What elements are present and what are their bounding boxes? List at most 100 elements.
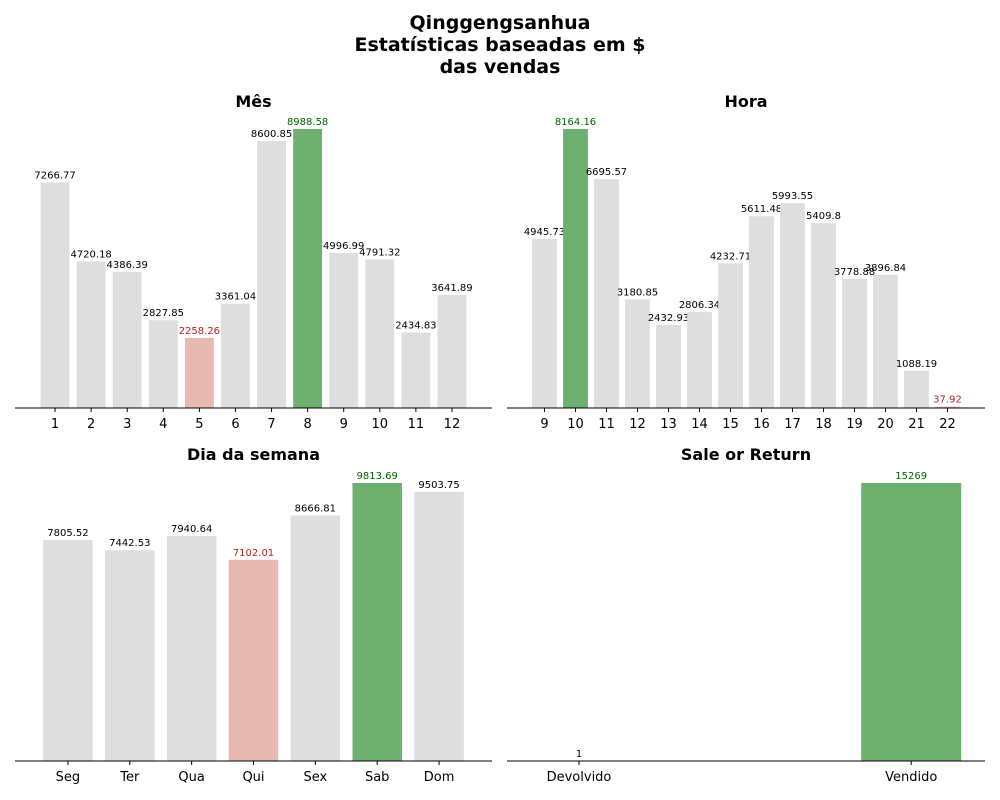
data-label-mes-1: 7266.77	[34, 170, 75, 181]
bar-dia-Qua	[166, 536, 217, 761]
bar-dia-Dom	[414, 491, 464, 761]
tick-label-mes-10: 10	[372, 417, 389, 432]
data-label-dia-Sab: 9813.69	[357, 471, 398, 482]
tick-label-dia-Dom: Dom	[424, 770, 455, 785]
bar-mes-12	[437, 294, 467, 408]
data-label-dia-Seg: 7805.52	[47, 528, 88, 539]
bar-hora-16	[749, 216, 774, 408]
data-label-dia-Ter: 7442.53	[109, 538, 150, 549]
bar-hora-19	[842, 278, 867, 408]
tick-label-hora-15: 15	[722, 417, 739, 432]
tick-label-dia-Seg: Seg	[56, 770, 81, 785]
bar-mes-10	[365, 259, 395, 408]
tick-label-dia-Ter: Ter	[119, 770, 140, 785]
data-label-hora-12: 3180.85	[617, 287, 658, 298]
tick-label-mes-4: 4	[159, 417, 167, 432]
tick-label-hora-16: 16	[753, 417, 770, 432]
data-label-dia-Qua: 7940.64	[171, 524, 212, 535]
data-label-hora-10: 8164.16	[555, 117, 596, 128]
bar-dia-Qui	[228, 559, 279, 761]
data-label-sale-Vendido: 15269	[895, 471, 927, 482]
bar-mes-4	[148, 320, 178, 408]
data-label-mes-4: 2827.85	[143, 308, 184, 319]
tick-label-hora-22: 22	[939, 417, 956, 432]
data-label-hora-13: 2432.93	[648, 313, 689, 324]
data-label-mes-7: 8600.85	[251, 129, 292, 140]
data-label-dia-Qui: 7102.01	[233, 548, 274, 559]
data-label-hora-17: 5993.55	[772, 191, 813, 202]
data-label-mes-2: 4720.18	[70, 249, 111, 260]
data-label-dia-Dom: 9503.75	[418, 480, 459, 491]
figure-title-line-1: Qinggengsanhua	[409, 12, 591, 34]
bar-dia-Sab	[352, 483, 402, 761]
chart-title-dia: Dia da semana	[187, 445, 320, 464]
bar-hora-13	[656, 324, 681, 408]
tick-label-mes-11: 11	[408, 417, 425, 432]
tick-label-mes-8: 8	[303, 417, 311, 432]
tick-label-hora-18: 18	[815, 417, 832, 432]
chart-title-hora: Hora	[724, 92, 767, 111]
chart-title-mes: Mês	[235, 92, 271, 111]
data-label-hora-20: 3896.84	[865, 263, 906, 274]
data-label-hora-15: 4232.71	[710, 251, 751, 262]
data-label-hora-19: 3778.88	[834, 267, 875, 278]
data-label-hora-14: 2806.34	[679, 300, 720, 311]
data-label-hora-16: 5611.48	[741, 204, 782, 215]
tick-label-hora-14: 14	[691, 417, 708, 432]
data-label-mes-10: 4791.32	[359, 247, 400, 258]
figure-title-line-3: das vendas	[439, 56, 561, 78]
tick-label-dia-Qua: Qua	[178, 770, 204, 785]
bar-hora-9	[532, 238, 557, 408]
tick-label-hora-9: 9	[540, 417, 548, 432]
tick-label-hora-17: 17	[784, 417, 801, 432]
bar-mes-1	[40, 182, 70, 408]
bar-hora-18	[811, 223, 836, 408]
tick-label-hora-13: 13	[660, 417, 677, 432]
bar-mes-11	[401, 332, 431, 408]
bar-hora-14	[687, 312, 712, 408]
data-label-mes-9: 4996.99	[323, 241, 364, 252]
bar-hora-12	[625, 299, 650, 408]
bar-mes-7	[257, 141, 286, 408]
bar-mes-8	[293, 129, 323, 408]
tick-label-mes-12: 12	[444, 417, 461, 432]
data-label-dia-Sex: 8666.81	[295, 503, 336, 514]
data-label-hora-21: 1088.19	[896, 359, 937, 370]
bar-mes-3	[112, 271, 142, 408]
tick-label-mes-6: 6	[231, 417, 239, 432]
tick-label-hora-21: 21	[908, 417, 925, 432]
tick-label-dia-Sex: Sex	[303, 770, 327, 785]
chart-title-sale: Sale or Return	[681, 445, 811, 464]
bar-sale-Vendido	[861, 483, 962, 761]
bar-hora-22	[935, 406, 960, 408]
tick-label-hora-20: 20	[877, 417, 894, 432]
data-label-hora-22: 37.92	[933, 395, 962, 406]
bar-dia-Ter	[105, 550, 155, 761]
tick-label-sale-Vendido: Vendido	[885, 770, 937, 785]
tick-label-hora-11: 11	[598, 417, 615, 432]
bar-mes-2	[76, 261, 106, 408]
data-label-mes-11: 2434.83	[395, 320, 436, 331]
data-label-hora-9: 4945.73	[524, 227, 565, 238]
figure-title-line-2: Estatísticas baseadas em $	[354, 34, 646, 56]
data-label-sale-Devolvido: 1	[576, 749, 582, 760]
figure-title: Qinggengsanhua Estatísticas baseadas em …	[0, 12, 1000, 78]
tick-label-hora-12: 12	[629, 417, 646, 432]
data-label-hora-18: 5409.8	[806, 211, 841, 222]
tick-label-hora-10: 10	[567, 417, 584, 432]
data-label-mes-12: 3641.89	[431, 283, 472, 294]
bar-mes-9	[329, 252, 359, 408]
tick-label-mes-9: 9	[340, 417, 348, 432]
bar-hora-21	[904, 370, 929, 408]
tick-label-mes-2: 2	[87, 417, 95, 432]
data-label-mes-5: 2258.26	[179, 326, 220, 337]
bar-mes-6	[221, 303, 250, 408]
tick-label-dia-Qui: Qui	[242, 770, 264, 785]
data-label-mes-3: 4386.39	[107, 260, 148, 271]
bar-dia-Seg	[43, 539, 93, 761]
tick-label-sale-Devolvido: Devolvido	[547, 770, 612, 785]
bar-mes-5	[184, 337, 214, 408]
tick-label-mes-7: 7	[267, 417, 275, 432]
tick-label-mes-1: 1	[51, 417, 59, 432]
